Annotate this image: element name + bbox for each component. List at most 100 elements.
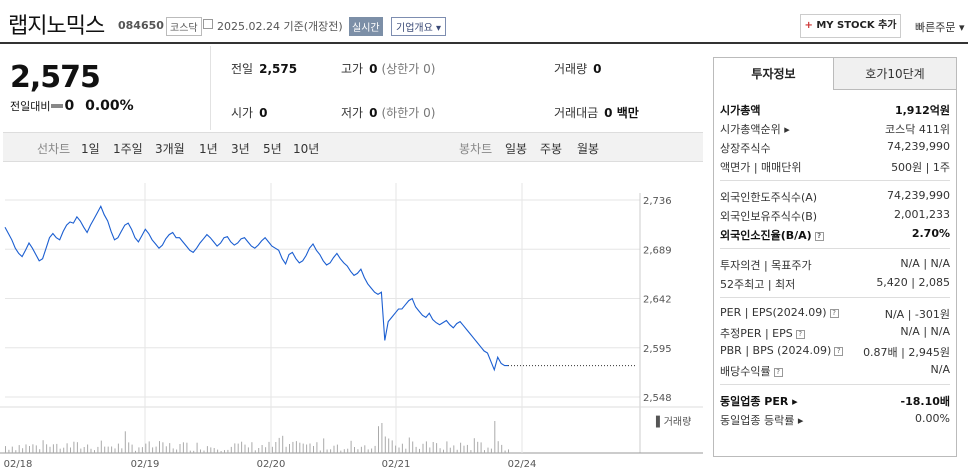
volume-bar (432, 442, 434, 453)
volume-bar (381, 423, 383, 453)
volume-bar (453, 445, 455, 453)
volume-bar (309, 443, 311, 453)
x-tick-label: 02/19 (131, 459, 160, 470)
volume-bar (357, 449, 359, 453)
help-icon[interactable]: ? (834, 346, 844, 356)
volume-bar (384, 436, 386, 453)
period-1d[interactable]: 1일 (81, 142, 100, 156)
period-3y[interactable]: 3년 (231, 142, 250, 156)
volume-bar (172, 448, 174, 453)
market-badge: 코스닥 (166, 17, 202, 36)
stat-prev: 전일 2,575 (231, 62, 298, 76)
volume-bar (333, 445, 335, 453)
info-row: 외국인소진율(B/A)? 2.70% (720, 227, 950, 245)
info-key[interactable]: 동일업종 등락률 ▸ (720, 414, 804, 427)
candle-weekly[interactable]: 주봉 (540, 142, 563, 156)
volume-bar (230, 446, 232, 453)
volume-bar (371, 448, 373, 453)
volume-bar (227, 449, 229, 453)
volume-bar (128, 442, 130, 453)
info-row: PER | EPS(2024.09)? N/A | -301원 (720, 306, 950, 324)
volume-bar (299, 442, 301, 453)
volume-bar (121, 448, 123, 453)
volume-bar (176, 449, 178, 453)
volume-bar (275, 442, 277, 453)
candle-chart-label: 봉차트 (459, 142, 493, 156)
price-chart-svg: 2,736 2,689 2,642 2,595 2,548 02/18 02/19 02/2… (0, 183, 703, 470)
info-row: 상장주식수 74,239,990 (720, 140, 950, 158)
period-1y[interactable]: 1년 (199, 142, 218, 156)
info-key[interactable]: 시가총액순위 ▸ (720, 123, 790, 136)
volume-bar (497, 441, 499, 453)
x-tick-label: 02/18 (4, 459, 33, 470)
tab-orderbook-10[interactable]: 호가10단계 (834, 58, 956, 90)
volume-bar (148, 441, 150, 453)
corp-info-dropdown[interactable]: 기업개요 ▾ (391, 17, 446, 36)
flat-icon (51, 104, 64, 108)
volume-bar (11, 446, 13, 453)
tab-invest-info[interactable]: 투자정보 (714, 58, 834, 90)
volume-bar (265, 447, 267, 453)
volume-bar (237, 443, 239, 453)
quick-order-button[interactable]: 빠른주문 ▾ (915, 21, 965, 34)
volume-bar (35, 445, 37, 453)
period-10y[interactable]: 10년 (293, 142, 320, 156)
help-icon[interactable]: ? (814, 231, 824, 241)
volume-bar (32, 444, 34, 453)
volume-bar (97, 446, 99, 453)
volume-bar (73, 441, 75, 453)
volume-bar (412, 441, 414, 453)
stat-open: 시가 0 (231, 106, 268, 120)
volume-bar (49, 446, 51, 453)
volume-bar (449, 447, 451, 453)
volume-bar (340, 450, 342, 453)
help-icon[interactable]: ? (773, 367, 783, 377)
volume-bar (268, 441, 270, 453)
info-key: 배당수익률? (720, 363, 783, 379)
help-icon[interactable]: ? (795, 329, 805, 339)
volume-bar (200, 449, 201, 453)
volume-bar (425, 441, 427, 453)
volume-bar (131, 444, 133, 453)
price-change: 전일대비 0 0.00% (10, 98, 134, 114)
info-value: 0.87배 | 2,945원 (863, 346, 950, 359)
volume-bar (179, 444, 181, 453)
chart-toolbar: 선차트 1일 1주일 3개월 1년 3년 5년 10년 봉차트 일봉 주봉 월봉 (3, 132, 703, 162)
y-tick-label: 2,689 (643, 245, 672, 256)
volume-bar (306, 444, 308, 453)
invest-info-panel: 투자정보 호가10단계 시가총액 1,912억원 시가총액순위 ▸ 코스닥 411위 상… (713, 57, 957, 457)
volume-bar (285, 446, 287, 453)
price-chart: 2,736 2,689 2,642 2,595 2,548 02/18 02/19 02/2… (0, 163, 703, 476)
realtime-button[interactable]: 실시간 (349, 17, 383, 36)
volume-bar (80, 448, 82, 453)
plus-icon: + (804, 20, 813, 31)
volume-bar (436, 443, 438, 453)
info-row: 외국인보유주식수(B) 2,001,233 (720, 208, 950, 226)
volume-bar (8, 449, 10, 453)
period-1w[interactable]: 1주일 (113, 142, 143, 156)
volume-bar (378, 426, 379, 453)
candle-daily[interactable]: 일봉 (505, 142, 528, 156)
help-icon[interactable]: ? (829, 308, 839, 318)
volume-bar (261, 445, 263, 453)
y-tick-label: 2,736 (643, 196, 672, 207)
period-5y[interactable]: 5년 (263, 142, 282, 156)
info-row: 투자의견 | 목표주가 N/A | N/A (720, 257, 950, 275)
add-mystock-button[interactable]: + MY STOCK 추가 (800, 14, 901, 38)
period-3m[interactable]: 3개월 (155, 142, 185, 156)
info-key[interactable]: 동일업종 PER ▸ (720, 395, 798, 408)
volume-bar (124, 431, 126, 453)
info-row: 동일업종 등락률 ▸ 0.00% (720, 412, 950, 430)
panel-separator (720, 248, 950, 249)
volume-bar (117, 443, 119, 453)
volume-bar (374, 445, 376, 453)
volume-bar (100, 440, 102, 453)
volume-bar (477, 441, 479, 453)
volume-bar (46, 444, 48, 453)
volume-bar (39, 449, 41, 453)
volume-bar (52, 444, 54, 453)
candle-monthly[interactable]: 월봉 (577, 142, 600, 156)
volume-bar (490, 448, 492, 453)
volume-bar (422, 443, 424, 453)
volume-bar (217, 449, 219, 453)
